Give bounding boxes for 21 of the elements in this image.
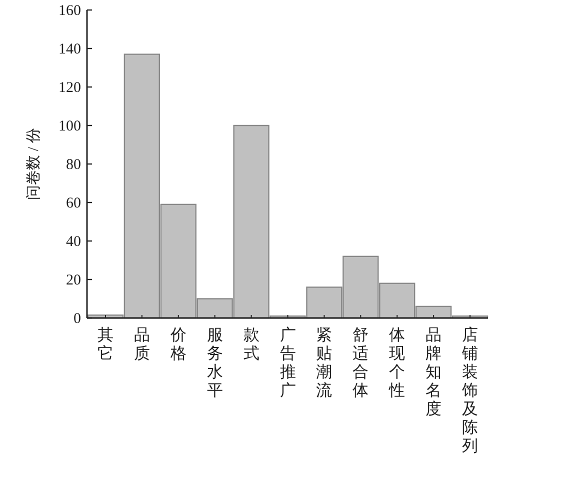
y-tick-label: 140 — [58, 42, 81, 58]
x-tick-label: 品质 — [134, 327, 150, 362]
x-tick-label: 舒适合体 — [352, 327, 369, 400]
x-tick-label: 价格 — [169, 327, 186, 362]
x-tick-label: 品牌知名度 — [426, 327, 442, 418]
x-tick-label: 服务水平 — [206, 327, 223, 400]
y-tick-label: 120 — [58, 80, 81, 96]
x-tick-label: 紧贴潮流 — [316, 326, 332, 400]
x-tick-label: 体现个性 — [388, 327, 406, 400]
y-tick-label: 100 — [58, 118, 81, 134]
y-tick-label: 80 — [66, 157, 81, 173]
y-tick-label: 60 — [66, 196, 81, 212]
x-tick-label: 其它 — [97, 326, 114, 362]
y-tick-label: 160 — [58, 3, 81, 19]
y-tick-label: 20 — [66, 272, 81, 288]
x-tick-label: 款式 — [243, 327, 260, 362]
y-axis-title: 问卷数 / 份 — [25, 128, 42, 200]
y-tick-label: 40 — [66, 234, 81, 250]
x-tick-label: 店铺装饰及陈列 — [461, 326, 478, 455]
x-tick-label: 广告推广 — [280, 326, 296, 400]
y-tick-label: 0 — [74, 311, 81, 327]
